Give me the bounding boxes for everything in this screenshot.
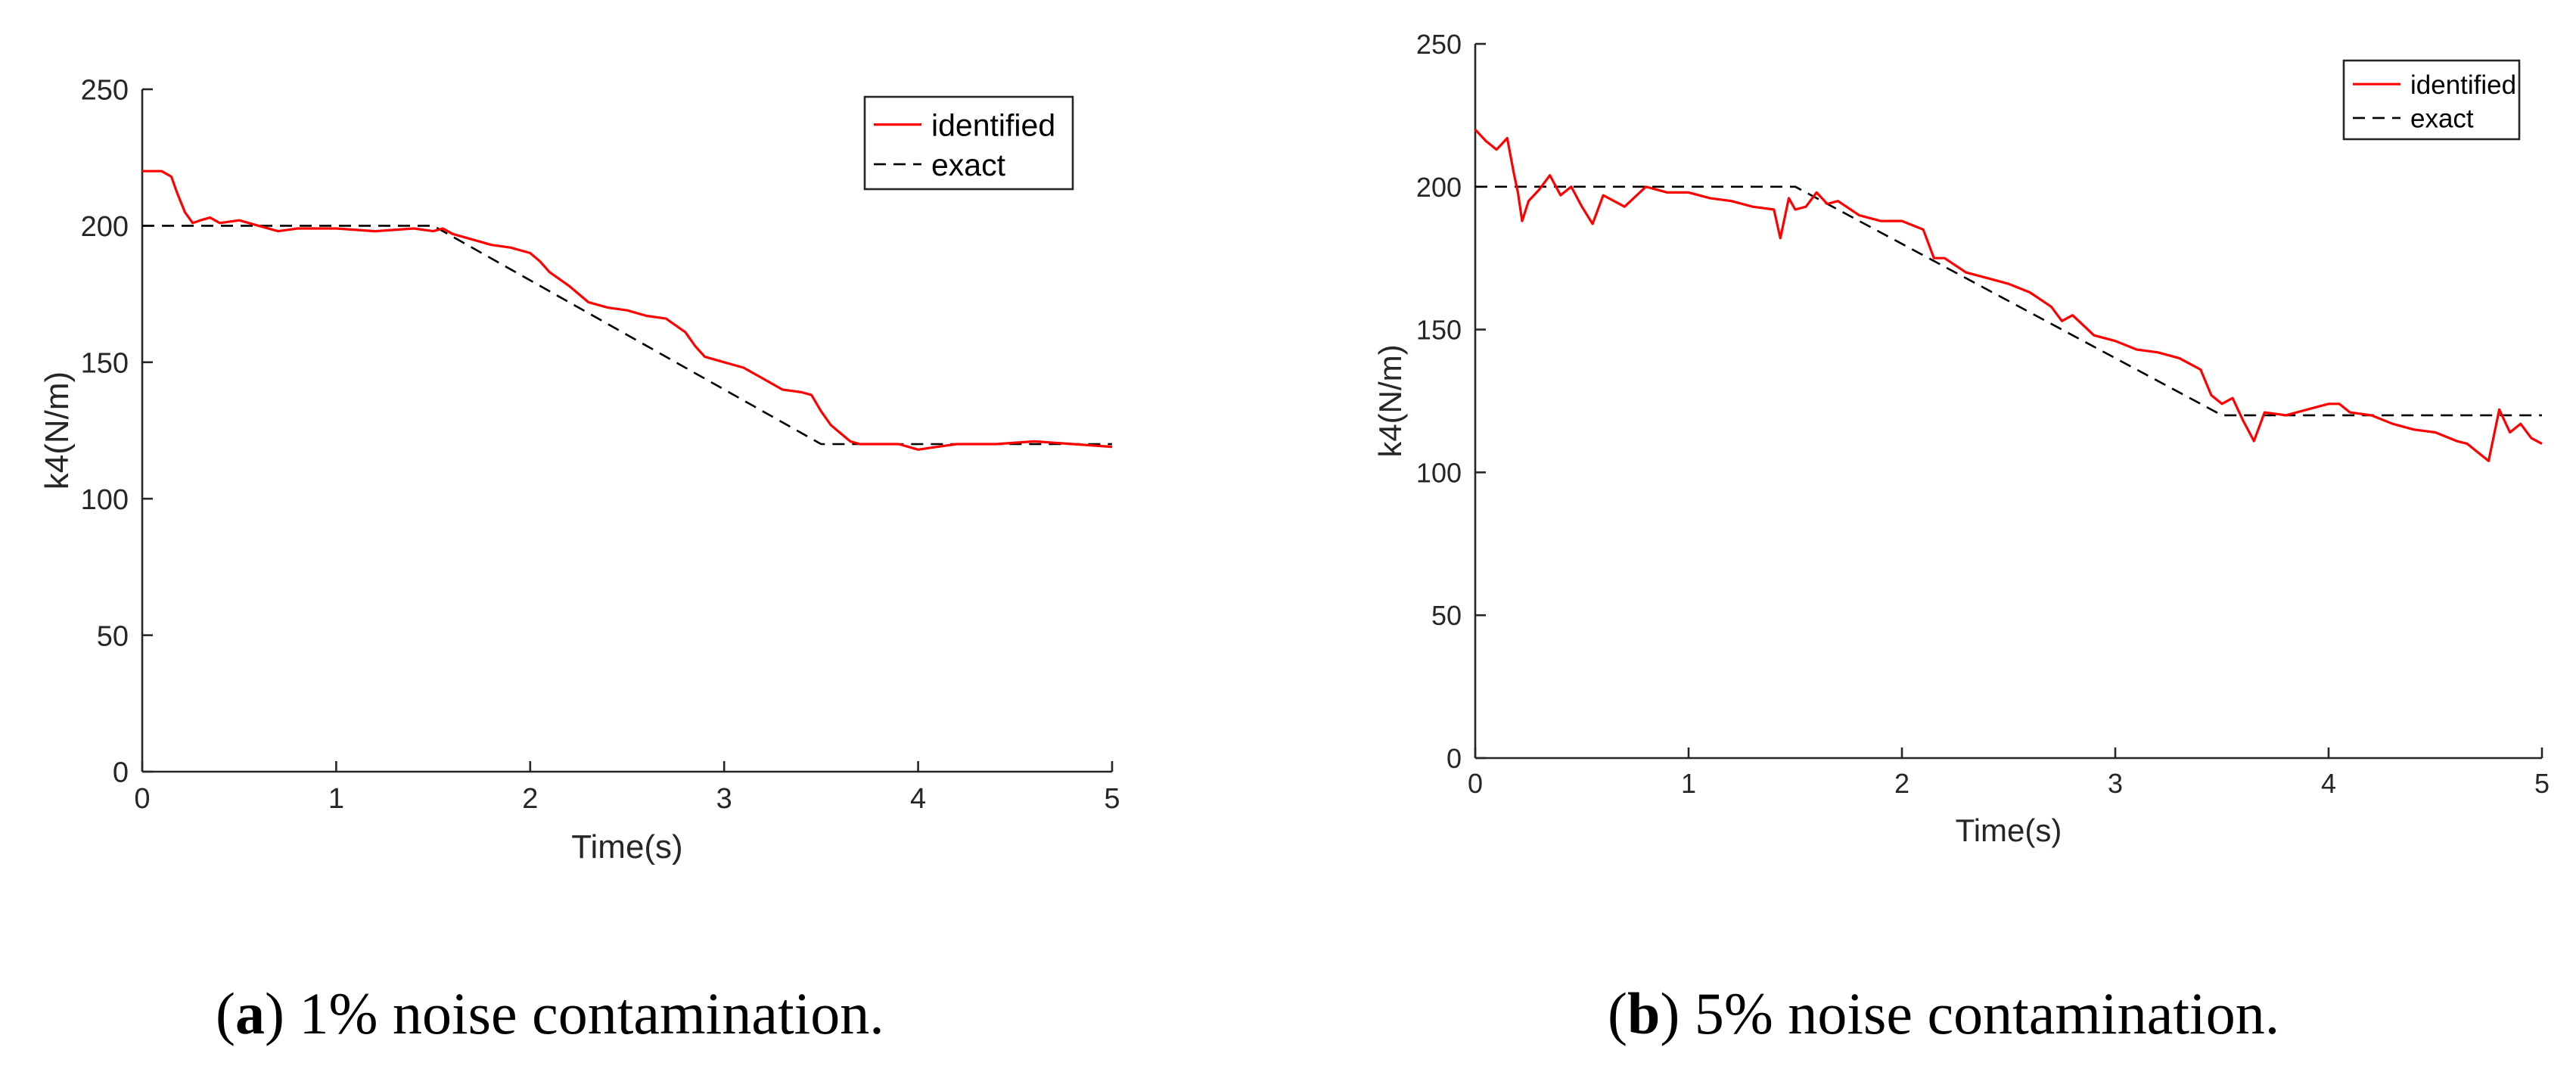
y-tick-label: 150: [81, 347, 129, 379]
x-tick-label: 1: [328, 783, 344, 815]
series-line-identified: [1474, 129, 2543, 462]
x-tick-label: 4: [2321, 768, 2336, 799]
x-axis-title: Time(s): [1956, 813, 2062, 848]
legend-box: [863, 95, 1074, 191]
caption-b: (b) 5% noise contamination.: [1608, 980, 2280, 1046]
x-tick-label: 5: [1104, 783, 1120, 815]
legend-label-exact: exact: [2410, 104, 2474, 134]
y-tick-label: 50: [97, 620, 129, 652]
y-tick-label: 50: [1431, 600, 1462, 631]
caption-a-label: a: [235, 980, 265, 1046]
y-tick-label: 200: [1416, 172, 1462, 203]
caption-a-text: 1% noise contamination.: [299, 980, 884, 1046]
y-tick-label: 150: [1416, 315, 1462, 346]
caption-a: (a) 1% noise contamination.: [216, 980, 884, 1046]
y-tick-label: 250: [1416, 29, 1462, 60]
y-tick-label: 0: [113, 757, 129, 789]
y-axis-title: k4(N/m): [1372, 344, 1408, 457]
legend-label-identified: identified: [2410, 70, 2516, 100]
legend-label-identified: identified: [931, 107, 1055, 142]
legend: identified exact: [2342, 59, 2521, 141]
x-tick-label: 3: [716, 783, 732, 815]
y-tick-label: 100: [1416, 457, 1462, 488]
caption-b-label: b: [1627, 980, 1661, 1046]
chart-panel-a: 0 1 2 3 4 5050100150200250Time(s)k4(N/m)ident…: [39, 75, 1120, 865]
x-tick-label: 2: [522, 783, 538, 815]
x-tick-label: 0: [134, 783, 150, 815]
x-tick-label: 1: [1681, 768, 1696, 799]
x-tick-label: 3: [2108, 768, 2123, 799]
legend: identified exact: [863, 95, 1074, 191]
legend-label-exact: exact: [931, 148, 1006, 182]
series-line-exact: [1475, 185, 2542, 417]
chart-panel-b: 0 1 2 3 4 5050100150200250Time(s)k4(N/m)ident…: [1372, 29, 2550, 848]
legend-box: [2342, 59, 2521, 141]
y-tick-label: 250: [81, 75, 129, 107]
y-tick-label: 200: [81, 211, 129, 243]
x-tick-label: 5: [2534, 768, 2550, 799]
x-tick-label: 2: [1894, 768, 1909, 799]
series-line-identified: [142, 169, 1113, 451]
series-line-exact: [142, 225, 1112, 446]
y-axis-title: k4(N/m): [39, 371, 76, 489]
x-tick-label: 0: [1468, 768, 1483, 799]
y-tick-label: 100: [81, 484, 129, 516]
caption-b-text: 5% noise contamination.: [1694, 980, 2280, 1046]
x-axis-title: Time(s): [571, 828, 682, 865]
y-tick-label: 0: [1446, 743, 1462, 774]
x-tick-label: 4: [910, 783, 926, 815]
